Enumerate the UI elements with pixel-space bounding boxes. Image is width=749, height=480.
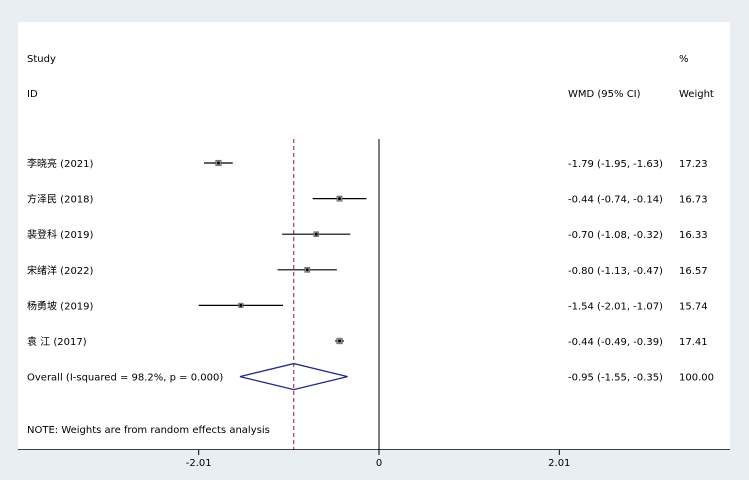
weight-header: Weight xyxy=(679,89,714,100)
study-weight: 17.23 xyxy=(679,159,708,170)
study-point xyxy=(239,304,243,307)
study-point xyxy=(217,161,220,165)
study-point xyxy=(338,339,341,343)
note-text: NOTE: Weights are from random effects an… xyxy=(27,425,270,436)
overall-label: Overall (I-squared = 98.2%, p = 0.000) xyxy=(27,373,223,384)
study-ci-text: -0.44 (-0.49, -0.39) xyxy=(568,337,663,348)
study-ci-text: -1.79 (-1.95, -1.63) xyxy=(568,159,663,170)
study-label: 袁 江 (2017) xyxy=(27,336,87,348)
study-label: 裴登科 (2019) xyxy=(27,228,94,241)
id-header: ID xyxy=(27,89,38,100)
study-ci-text: -0.70 (-1.08, -0.32) xyxy=(568,230,663,241)
study-ci-text: -0.80 (-1.13, -0.47) xyxy=(568,266,663,277)
reference-lines xyxy=(293,139,380,450)
study-point xyxy=(338,197,341,201)
overall-weight: 100.00 xyxy=(679,373,714,384)
x-tick-label: 2.01 xyxy=(548,458,570,469)
study-label: 李晓亮 (2021) xyxy=(27,157,94,170)
x-tick-label: -2.01 xyxy=(186,458,212,469)
study-weight: 16.33 xyxy=(679,230,708,241)
study-weight: 15.74 xyxy=(679,301,708,312)
study-label: 杨勇坡 (2019) xyxy=(27,299,94,312)
forest-plot-area: Study ID WMD (95% CI) % Weight 李晓亮 (2021… xyxy=(18,22,730,450)
study-point xyxy=(314,232,318,236)
study-weight: 17.41 xyxy=(679,337,708,348)
study-point xyxy=(305,268,309,272)
overall-row: Overall (I-squared = 98.2%, p = 0.000) -0… xyxy=(27,362,714,391)
overall-diamond xyxy=(239,362,348,391)
study-weight: 16.73 xyxy=(679,195,708,206)
forest-plot: Study ID WMD (95% CI) % Weight 李晓亮 (2021… xyxy=(18,54,730,450)
study-rows: 李晓亮 (2021) -1.79 (-1.95, -1.63) 17.23 方泽民 (… xyxy=(27,157,708,348)
study-label: 方泽民 (2018) xyxy=(27,193,94,206)
study-weight: 16.57 xyxy=(679,266,708,277)
overall-ci-text: -0.95 (-1.55, -0.35) xyxy=(568,373,663,384)
study-ci-text: -1.54 (-2.01, -1.07) xyxy=(568,301,663,312)
weight-percent-header: % xyxy=(679,54,689,65)
study-header: Study xyxy=(27,54,56,65)
study-ci-text: -0.44 (-0.74, -0.14) xyxy=(568,195,663,206)
x-tick-label: 0 xyxy=(376,458,382,469)
effect-header: WMD (95% CI) xyxy=(568,89,641,100)
study-label: 宋绪洋 (2022) xyxy=(27,264,94,277)
